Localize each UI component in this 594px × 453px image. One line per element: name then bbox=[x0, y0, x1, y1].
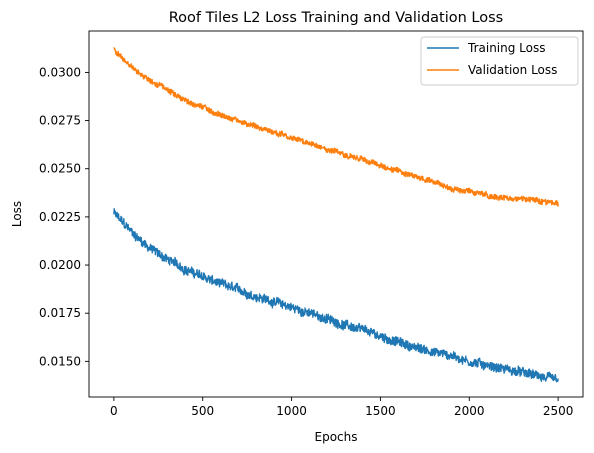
y-axis-ticks: 0.0150 0.0175 0.0200 0.0225 0.0250 0.0275 0.03… bbox=[39, 65, 89, 368]
series-line-validation-loss bbox=[113, 47, 559, 207]
series-line-training-loss bbox=[113, 208, 559, 383]
y-axis-label: Loss bbox=[10, 201, 24, 227]
plot-frame bbox=[88, 30, 584, 398]
y-tick-label: 0.0200 bbox=[39, 258, 81, 272]
x-tick-label: 0 bbox=[110, 404, 118, 418]
y-tick-label: 0.0150 bbox=[39, 354, 81, 368]
legend-label-validation-loss: Validation Loss bbox=[468, 63, 557, 77]
x-tick-label: 1000 bbox=[276, 404, 307, 418]
y-tick-label: 0.0250 bbox=[39, 162, 81, 176]
legend-box bbox=[420, 36, 579, 86]
y-tick-label: 0.0225 bbox=[39, 210, 81, 224]
legend-label-training-loss: Training Loss bbox=[467, 41, 545, 55]
plot-area bbox=[113, 47, 559, 383]
x-tick-label: 2000 bbox=[454, 404, 485, 418]
x-tick-label: 2500 bbox=[543, 404, 574, 418]
x-tick-label: 1500 bbox=[365, 404, 396, 418]
chart-title: Roof Tiles L2 Loss Training and Validati… bbox=[169, 10, 503, 26]
y-tick-label: 0.0175 bbox=[39, 306, 81, 320]
y-tick-label: 0.0300 bbox=[39, 65, 81, 79]
x-axis-label: Epochs bbox=[315, 430, 358, 444]
y-tick-label: 0.0275 bbox=[39, 114, 81, 128]
x-tick-label: 500 bbox=[191, 404, 214, 418]
x-axis-ticks: 0 500 1000 1500 2000 2500 bbox=[110, 397, 573, 418]
legend: Training Loss Validation Loss bbox=[420, 36, 579, 86]
